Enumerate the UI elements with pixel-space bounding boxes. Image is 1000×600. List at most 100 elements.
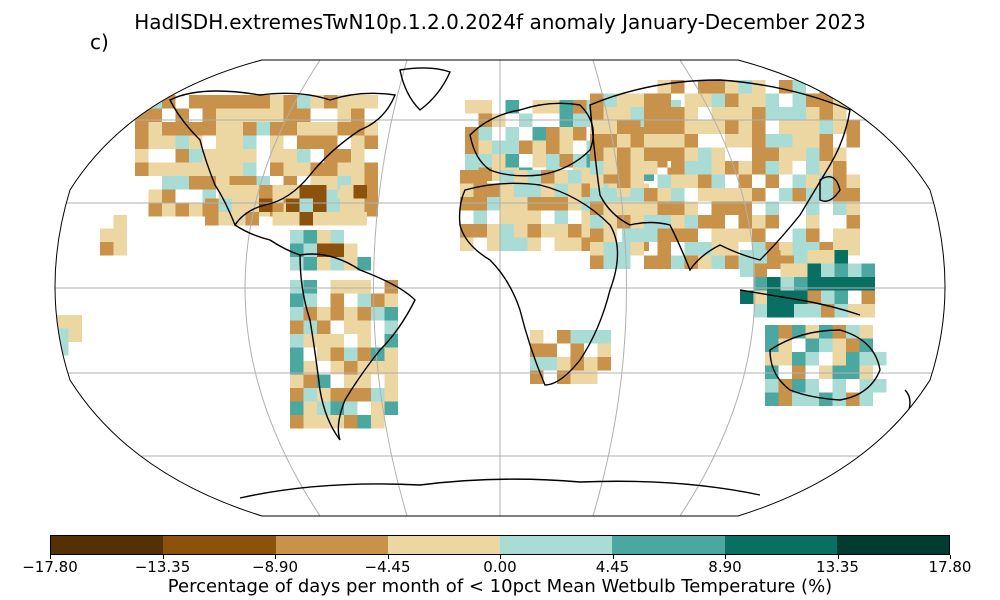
anomaly-cell — [384, 280, 398, 294]
anomaly-cell — [243, 135, 257, 149]
anomaly-cell — [189, 149, 203, 163]
anomaly-cell — [657, 174, 671, 188]
anomaly-cell — [752, 228, 766, 242]
anomaly-cell — [671, 228, 685, 242]
graticule — [55, 60, 945, 516]
anomaly-cell — [218, 185, 232, 199]
anomaly-cell — [630, 228, 644, 242]
anomaly-cell — [765, 365, 779, 379]
anomaly-cell — [765, 352, 779, 366]
anomaly-cell — [310, 135, 324, 149]
anomaly-cell — [229, 122, 243, 136]
anomaly-cell — [148, 189, 162, 203]
anomaly-cell — [778, 338, 792, 352]
anomaly-cell — [779, 242, 793, 256]
anomaly-cell — [765, 93, 779, 107]
anomaly-cell — [162, 189, 176, 203]
anomaly-cell — [819, 120, 833, 134]
panel-label: c) — [90, 30, 109, 54]
anomaly-cell — [792, 379, 806, 393]
anomaly-cell — [216, 122, 230, 136]
anomaly-cell — [590, 255, 604, 269]
anomaly-cell — [657, 80, 671, 94]
anomaly-cell — [270, 108, 284, 122]
anomaly-cell — [371, 307, 385, 321]
anomaly-cell — [297, 108, 311, 122]
anomaly-cell — [725, 255, 739, 269]
anomaly-cell — [779, 107, 793, 121]
anomaly-cell — [671, 161, 685, 175]
anomaly-cell — [684, 134, 698, 148]
anomaly-cell — [473, 210, 487, 224]
anomaly-cell — [846, 242, 860, 256]
anomaly-cell — [100, 228, 114, 242]
colorbar-tick-label: −8.90 — [252, 558, 298, 576]
anomaly-cell — [657, 215, 671, 229]
anomaly-cell — [590, 215, 604, 229]
anomaly-cell — [671, 174, 685, 188]
anomaly-cell — [364, 122, 378, 136]
anomaly-cell — [557, 357, 571, 371]
anomaly-cell — [175, 135, 189, 149]
anomaly-cell — [175, 176, 189, 190]
anomaly-cell — [465, 100, 479, 114]
anomaly-cell — [384, 307, 398, 321]
anomaly-cell — [617, 174, 631, 188]
anomaly-cell — [821, 250, 835, 264]
anomaly-cell — [351, 122, 365, 136]
anomaly-cell — [698, 120, 712, 134]
anomaly-cell — [519, 140, 533, 154]
anomaly-cell — [216, 135, 230, 149]
anomaly-cell — [218, 212, 232, 226]
anomaly-cell — [806, 107, 820, 121]
anomaly-cell — [806, 228, 820, 242]
anomaly-cell — [725, 228, 739, 242]
anomaly-cell — [570, 370, 584, 384]
anomaly-cell — [232, 212, 246, 226]
anomaly-cell — [603, 147, 617, 161]
anomaly-cell — [848, 277, 862, 291]
anomaly-cell — [738, 201, 752, 215]
anomaly-cell — [597, 343, 611, 357]
anomaly-cell — [630, 134, 644, 148]
anomaly-cell — [559, 140, 573, 154]
anomaly-cell — [657, 255, 671, 269]
anomaly-cell — [297, 122, 311, 136]
anomaly-cell — [738, 228, 752, 242]
anomaly-cell — [792, 365, 806, 379]
anomaly-cell — [765, 325, 779, 339]
colorbar-tick-label: 13.35 — [816, 558, 859, 576]
anomaly-cell — [353, 185, 367, 199]
anomaly-cell — [330, 347, 344, 361]
anomaly-cell — [473, 197, 487, 211]
anomaly-cell — [805, 352, 819, 366]
anomaly-cell — [330, 388, 344, 402]
anomaly-cell — [644, 120, 658, 134]
anomaly-cell — [861, 290, 875, 304]
anomaly-cell — [317, 374, 331, 388]
anomaly-cell — [357, 388, 371, 402]
anomaly-cell — [765, 201, 779, 215]
anomaly-cell — [317, 257, 331, 271]
anomaly-cell — [767, 290, 781, 304]
anomaly-cell — [245, 185, 259, 199]
anomaly-cell — [514, 197, 528, 211]
anomaly-cell — [162, 203, 176, 217]
anomaly-cell — [232, 198, 246, 212]
anomaly-cell — [807, 290, 821, 304]
anomaly-cell — [861, 304, 875, 318]
anomaly-cell — [779, 120, 793, 134]
anomaly-cell — [557, 330, 571, 344]
anomaly-cell — [500, 197, 514, 211]
anomaly-cell — [330, 243, 344, 257]
anomaly-cell — [460, 237, 474, 251]
anomaly-cell — [326, 198, 340, 212]
anomaly-cell — [270, 135, 284, 149]
anomaly-cell — [55, 328, 69, 342]
anomaly-cell — [148, 162, 162, 176]
anomaly-cell — [644, 134, 658, 148]
anomaly-cell — [546, 100, 560, 114]
anomaly-cell — [807, 304, 821, 318]
colorbar-tick-label: 17.80 — [928, 558, 972, 576]
anomaly-cell — [657, 134, 671, 148]
